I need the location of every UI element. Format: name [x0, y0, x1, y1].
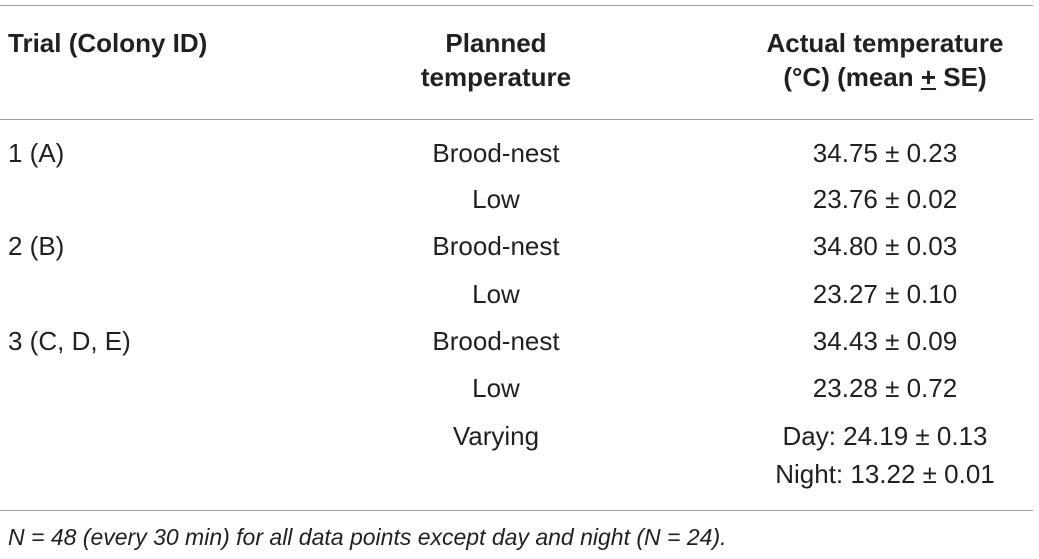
table-header-rule — [0, 119, 1033, 120]
table-cell-planned: Varying — [452, 421, 540, 451]
table-cell-actual: 34.43 ± 0.09 — [812, 326, 958, 356]
table-cell-actual: 23.27 ± 0.10 — [812, 279, 958, 309]
table-cell-actual: 34.75 ± 0.23 — [812, 138, 958, 168]
table-top-rule — [0, 5, 1033, 6]
header-actual-pm-symbol: + — [920, 62, 937, 92]
header-actual-temperature: Actual temperature (°C) (mean + SE) — [740, 26, 1030, 94]
header-trial: Trial (Colony ID) — [8, 26, 207, 60]
table-cell-trial: 3 (C, D, E) — [8, 326, 131, 356]
header-actual-line1: Actual temperature — [766, 28, 1004, 58]
table-cell-planned: Low — [472, 279, 520, 309]
table-bottom-rule — [0, 510, 1033, 511]
table-cell-planned: Brood-nest — [432, 231, 560, 261]
table-cell-trial: 2 (B) — [8, 231, 65, 261]
header-actual-line2-suffix: SE) — [936, 62, 987, 92]
table-cell-planned: Brood-nest — [432, 138, 560, 168]
header-planned-temperature: Planned temperature — [396, 26, 596, 94]
header-trial-text: Trial (Colony ID) — [8, 28, 208, 58]
header-planned-line2: temperature — [420, 62, 572, 92]
table-cell-planned: Low — [472, 373, 520, 403]
header-planned-line1: Planned — [445, 28, 547, 58]
header-actual-line2: (°C) (mean + SE) — [740, 60, 1030, 94]
table-cell-actual: Day: 24.19 ± 0.13 — [782, 421, 988, 451]
table-cell-actual-line2: Night: 13.22 ± 0.01 — [775, 459, 995, 489]
header-actual-line2-prefix: (°C) (mean — [783, 62, 921, 92]
table-cell-actual: 23.76 ± 0.02 — [812, 184, 958, 214]
table-cell-actual: 34.80 ± 0.03 — [812, 231, 958, 261]
table-footnote: N = 48 (every 30 min) for all data point… — [8, 524, 727, 550]
table-cell-trial: 1 (A) — [8, 138, 65, 168]
table-cell-actual: 23.28 ± 0.72 — [812, 373, 958, 403]
table-cell-planned: Low — [472, 184, 520, 214]
table-cell-planned: Brood-nest — [432, 326, 560, 356]
